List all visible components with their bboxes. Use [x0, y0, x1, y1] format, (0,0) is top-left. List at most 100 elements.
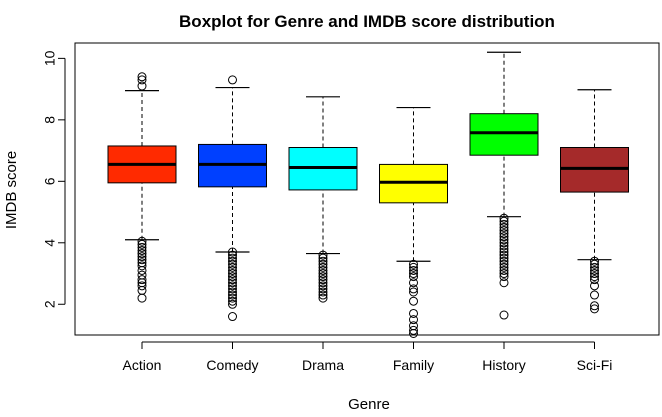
outlier-point [137, 249, 147, 259]
plot-frame [74, 42, 660, 336]
outlier-point [499, 259, 509, 269]
outlier-point [318, 250, 328, 260]
outlier-point [499, 253, 509, 263]
box-drama [288, 96, 358, 303]
outlier-point [409, 269, 418, 279]
outlier-point [590, 259, 599, 269]
x-tick-label: Family [393, 357, 434, 373]
outlier-point [137, 242, 147, 252]
outlier-point [590, 290, 599, 300]
outlier-point [499, 241, 509, 251]
outlier-point [228, 278, 237, 288]
outlier-point [318, 259, 328, 269]
y-axis-title: IMDB score [3, 151, 20, 229]
x-tick-label: History [482, 357, 526, 373]
outlier-point [499, 310, 509, 320]
outlier-point [137, 255, 147, 265]
outlier-point [409, 259, 418, 269]
outlier-point [318, 281, 328, 291]
outlier-point [137, 285, 147, 295]
outlier-point [228, 253, 237, 263]
outlier-point [409, 325, 418, 335]
outlier-point [137, 75, 147, 85]
outlier-point [590, 275, 599, 285]
outlier-point [137, 293, 147, 303]
outlier-point [318, 284, 328, 294]
outlier-point [409, 262, 418, 272]
outlier-point [228, 284, 237, 294]
x-tick-label: Action [123, 357, 162, 373]
outlier-point [228, 290, 237, 300]
outlier-point [590, 281, 599, 291]
outlier-point [137, 252, 147, 262]
outlier-point [409, 308, 418, 318]
chart-title: Boxplot for Genre and IMDB score distrib… [179, 12, 555, 31]
outlier-point [137, 265, 147, 275]
outlier-point [499, 256, 509, 266]
outlier-point [318, 256, 328, 266]
outlier-point [318, 265, 328, 275]
outlier-point [228, 296, 237, 306]
outlier-point [499, 265, 509, 275]
outlier-point [499, 262, 509, 272]
box-comedy [198, 75, 267, 322]
outlier-point [499, 219, 509, 229]
outlier-point [590, 272, 599, 282]
outlier-point [409, 321, 418, 331]
iqr-box [469, 113, 539, 156]
outlier-point [590, 262, 599, 272]
outlier-point [228, 287, 237, 297]
outlier-point [590, 269, 599, 279]
outlier-point [499, 247, 509, 257]
outlier-point [228, 299, 237, 309]
outlier-point [137, 281, 147, 291]
box-history [469, 51, 539, 320]
outlier-point [228, 250, 237, 260]
outlier-point [499, 250, 509, 260]
outlier-point [137, 275, 147, 285]
outlier-point [318, 269, 328, 279]
y-axis: 2 4 6 8 10 [42, 50, 66, 308]
outlier-point [137, 245, 147, 255]
outlier-point [499, 235, 509, 245]
outlier-point [228, 75, 237, 85]
outlier-point [318, 275, 328, 285]
outlier-point [409, 284, 418, 294]
outlier-point [409, 287, 418, 297]
outlier-point [590, 304, 599, 314]
outlier-point [228, 265, 237, 275]
x-tick-label: Sci-Fi [577, 357, 613, 373]
x-axis: Action Comedy Drama Family History Sci-Fi [123, 341, 613, 373]
outlier-point [228, 293, 237, 303]
box-family [379, 106, 448, 338]
outlier-point [318, 293, 328, 303]
y-tick-label: 8 [42, 116, 58, 124]
outlier-point [590, 256, 599, 266]
y-tick-label: 4 [42, 239, 58, 247]
box-sci-fi [560, 89, 629, 314]
outlier-point [409, 278, 418, 288]
outlier-point [137, 261, 147, 271]
outlier-point [228, 275, 237, 285]
x-axis-title: Genre [348, 396, 390, 413]
outlier-point [228, 256, 237, 266]
outlier-point [499, 272, 509, 282]
outlier-point [499, 244, 509, 254]
outlier-point [409, 315, 418, 325]
outlier-point [499, 225, 509, 235]
outlier-point [590, 301, 599, 311]
y-tick-label: 6 [42, 177, 58, 185]
outlier-point [499, 232, 509, 242]
box-group [107, 51, 629, 338]
outlier-point [499, 229, 509, 239]
outlier-point [499, 222, 509, 232]
outlier-point [318, 287, 328, 297]
outlier-point [228, 262, 237, 272]
x-tick-label: Drama [302, 357, 344, 373]
outlier-point [499, 269, 509, 279]
outlier-point [228, 312, 237, 322]
outlier-point [499, 213, 509, 223]
outlier-point [228, 247, 237, 257]
box-action [107, 72, 177, 303]
